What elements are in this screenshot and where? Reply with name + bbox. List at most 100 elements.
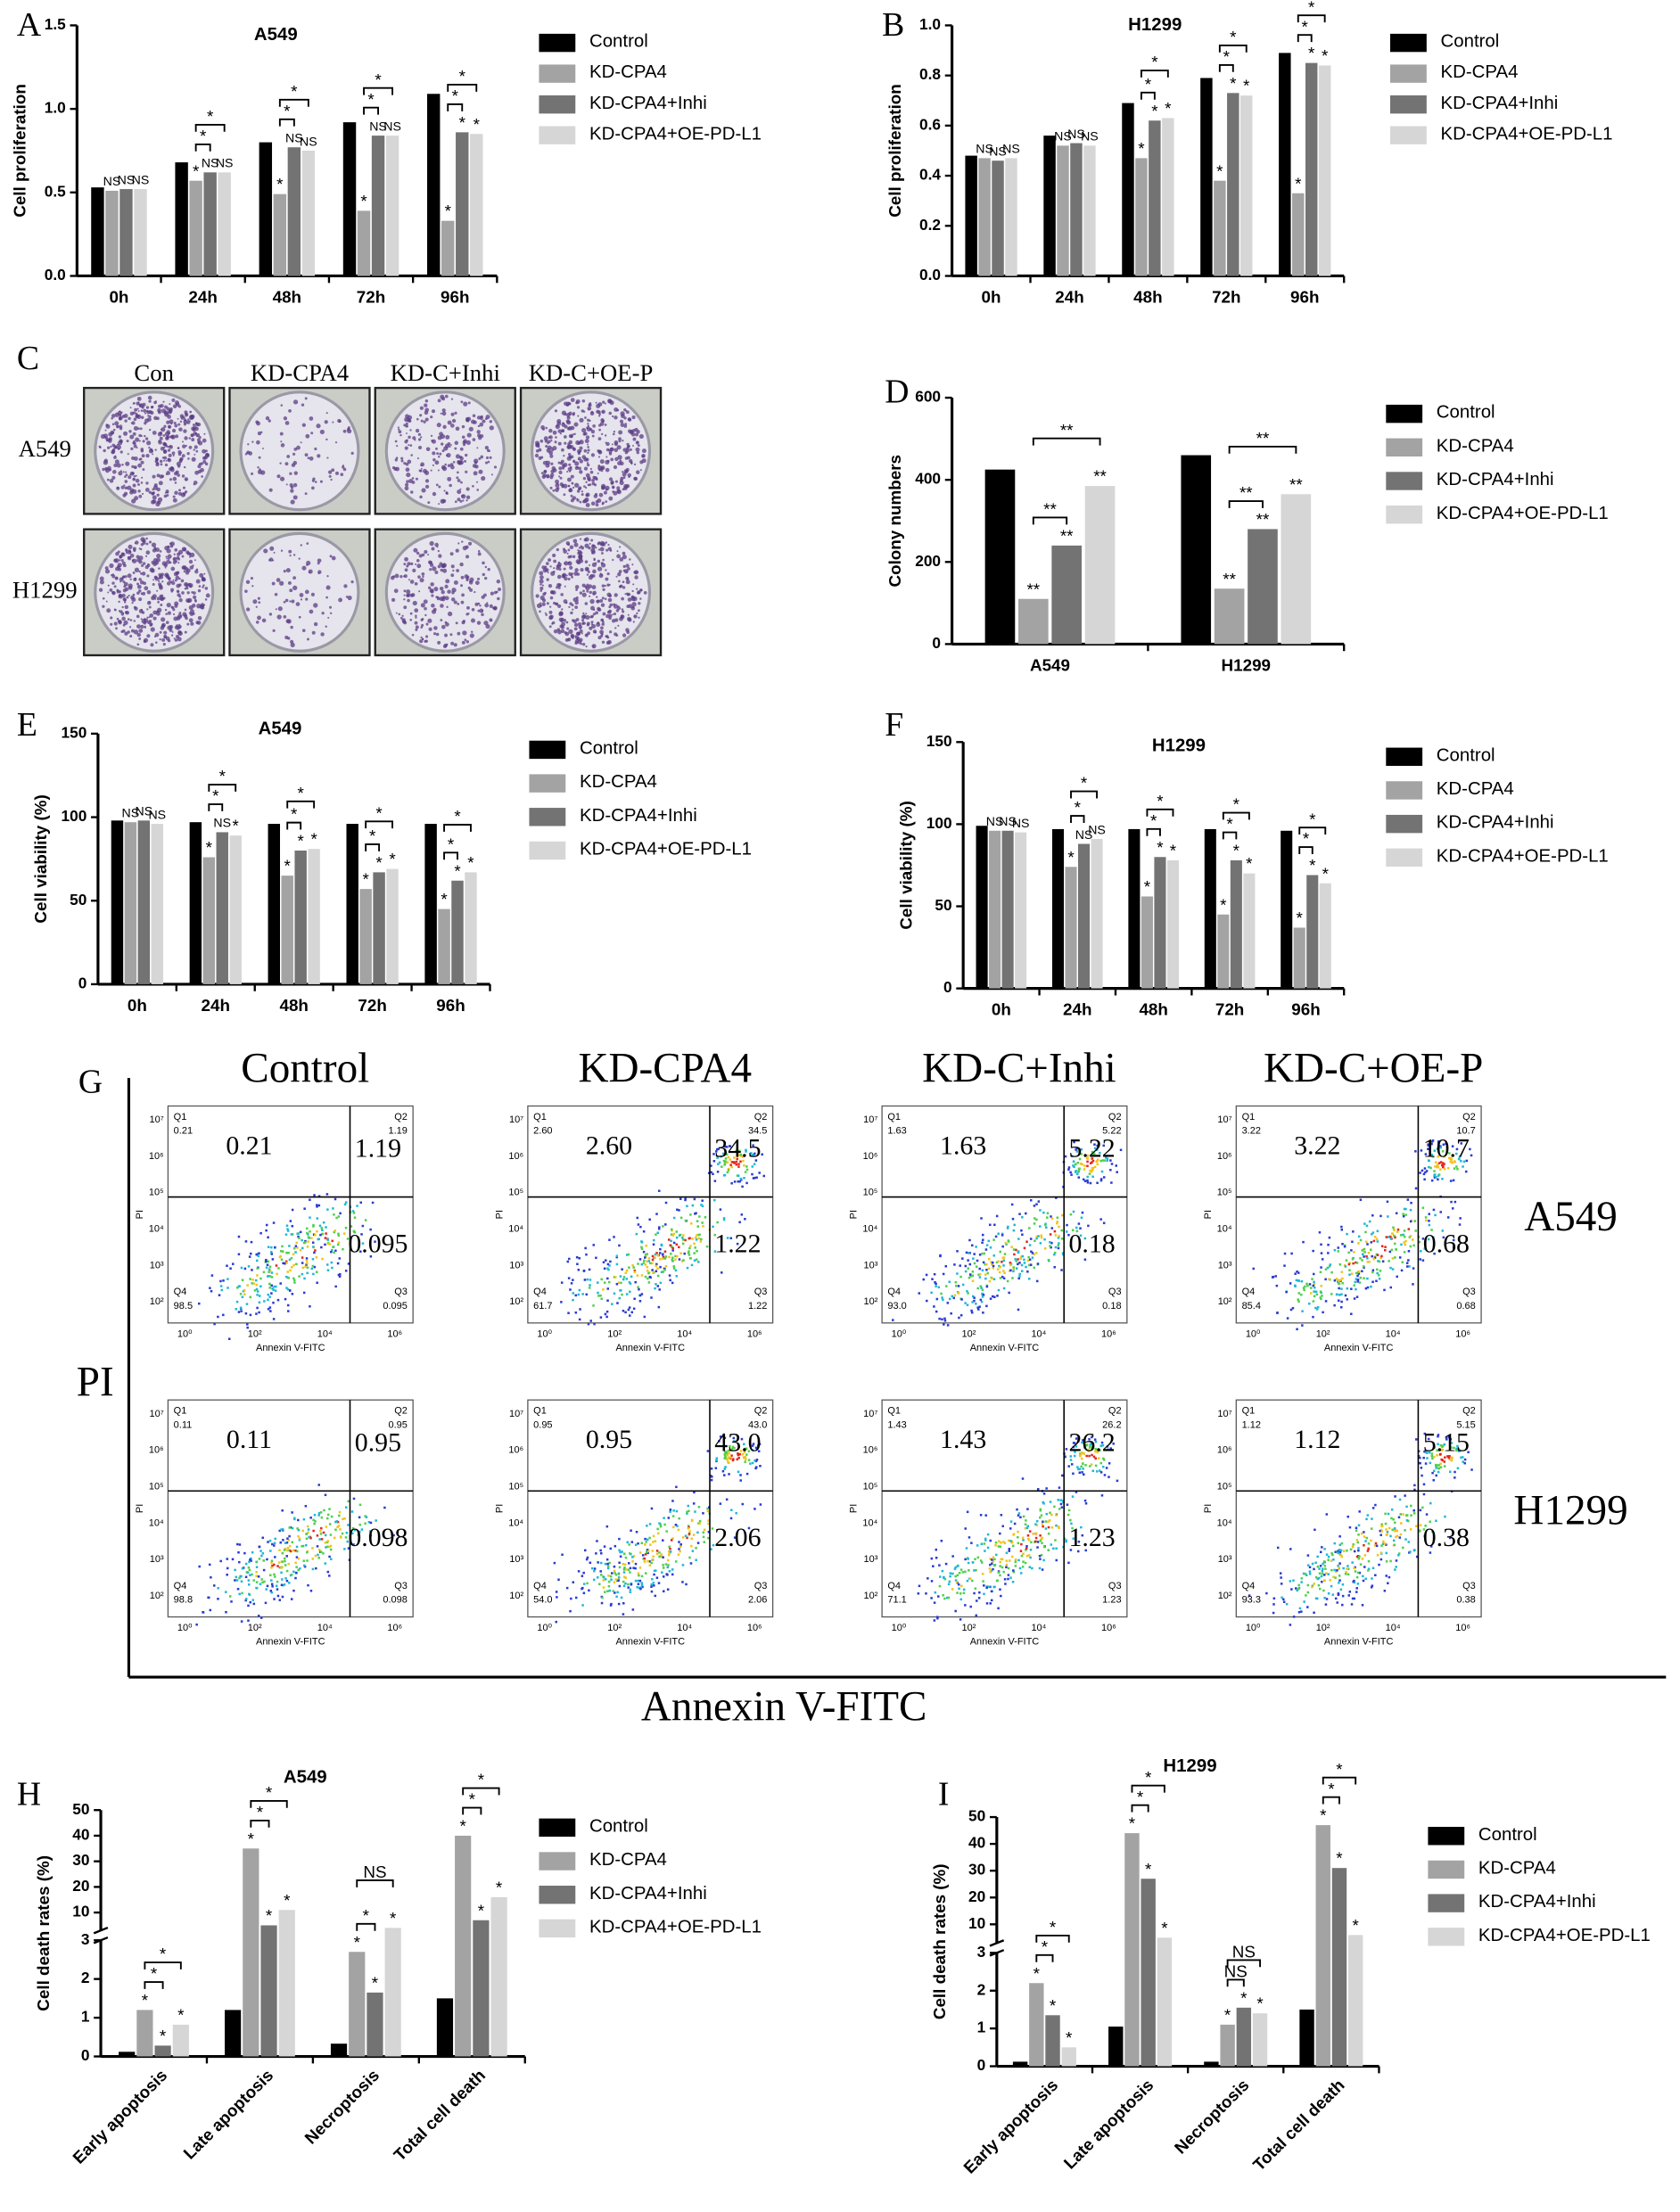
colony <box>422 637 424 640</box>
event-dot <box>671 1258 674 1262</box>
event-dot <box>336 1520 340 1524</box>
event-dot <box>1338 1294 1341 1296</box>
colony <box>615 609 620 613</box>
event-dot <box>1018 1272 1021 1276</box>
colony <box>575 588 578 591</box>
y-tick-label: 1.0 <box>45 99 66 117</box>
event-dot <box>286 1270 289 1273</box>
colony <box>590 501 596 506</box>
event-dot <box>1312 1272 1315 1276</box>
quadrant-value-small: 61.7 <box>533 1301 552 1312</box>
colony <box>309 456 314 461</box>
colony <box>556 574 562 580</box>
event-dot <box>1075 1172 1079 1176</box>
bar <box>1057 145 1069 276</box>
event-dot <box>697 1237 701 1240</box>
colony <box>421 553 425 557</box>
colony <box>579 591 583 595</box>
colony <box>114 446 118 449</box>
colony <box>437 640 441 645</box>
event-dot <box>1389 1236 1392 1238</box>
colony <box>564 585 566 588</box>
colony <box>548 625 552 629</box>
event-dot <box>1033 1222 1036 1225</box>
colony <box>150 627 155 632</box>
event-dot <box>628 1306 631 1309</box>
colony <box>627 473 631 478</box>
colony <box>409 612 413 615</box>
event-dot <box>1017 1258 1019 1261</box>
colony <box>566 552 569 555</box>
colony <box>452 461 456 464</box>
colony <box>474 580 480 586</box>
event-dot <box>739 1160 742 1164</box>
colony <box>174 423 178 428</box>
legend-label: KD-CPA4+Inhi <box>1437 470 1554 489</box>
colony <box>468 426 474 432</box>
event-dot <box>589 1320 592 1322</box>
colony <box>105 600 108 603</box>
colony <box>110 616 113 620</box>
colony <box>420 626 424 629</box>
colony <box>622 448 627 452</box>
event-dot <box>1437 1178 1439 1181</box>
event-dot <box>1335 1293 1338 1296</box>
event-dot <box>328 1243 332 1246</box>
event-dot <box>1341 1243 1344 1246</box>
event-dot <box>713 1233 716 1237</box>
bracket <box>363 106 379 115</box>
event-dot <box>342 1517 344 1521</box>
colony <box>175 434 179 439</box>
event-dot <box>1430 1229 1433 1231</box>
colony <box>617 605 620 608</box>
event-dot <box>572 1298 574 1302</box>
bar <box>287 147 301 276</box>
colony <box>618 437 622 441</box>
colony <box>476 489 479 491</box>
colony <box>399 433 402 437</box>
event-dot <box>1056 1216 1059 1219</box>
colony <box>592 569 597 574</box>
colony <box>121 616 126 621</box>
colony <box>331 555 336 561</box>
event-dot <box>1355 1278 1358 1280</box>
event-dot <box>288 1526 291 1529</box>
colony <box>420 436 423 439</box>
colony <box>539 589 542 592</box>
colony <box>204 598 208 601</box>
colony <box>539 579 544 584</box>
event-dot <box>735 1149 738 1152</box>
event-dot <box>286 1549 289 1552</box>
event-dot <box>702 1225 704 1228</box>
colony <box>581 583 586 588</box>
event-dot <box>257 1254 260 1258</box>
event-dot <box>1102 1221 1106 1225</box>
event-dot <box>959 1313 963 1317</box>
colony <box>581 619 585 622</box>
bar <box>984 469 1016 645</box>
event-dot <box>629 1290 631 1294</box>
event-dot <box>668 1274 671 1277</box>
bar <box>1281 830 1293 989</box>
colony <box>443 489 446 492</box>
colony <box>568 605 571 608</box>
event-dot <box>1033 1253 1035 1256</box>
significance-mark: * <box>233 817 240 835</box>
quadrant-value-small: 2.60 <box>533 1126 552 1137</box>
event-dot <box>686 1510 688 1514</box>
event-dot <box>1388 1260 1390 1262</box>
event-dot <box>1377 1274 1380 1277</box>
event-dot <box>671 1234 674 1237</box>
event-dot <box>259 1616 263 1619</box>
bar <box>216 832 228 984</box>
significance-mark: * <box>1066 2028 1073 2047</box>
event-dot <box>268 1539 272 1542</box>
colony <box>181 454 185 458</box>
colony <box>276 474 281 479</box>
significance-mark: * <box>1353 1916 1360 1935</box>
colony <box>166 581 171 586</box>
colony <box>631 602 637 607</box>
legend-label: Control <box>1437 745 1495 765</box>
colony <box>558 470 563 474</box>
bar <box>243 1848 259 2057</box>
